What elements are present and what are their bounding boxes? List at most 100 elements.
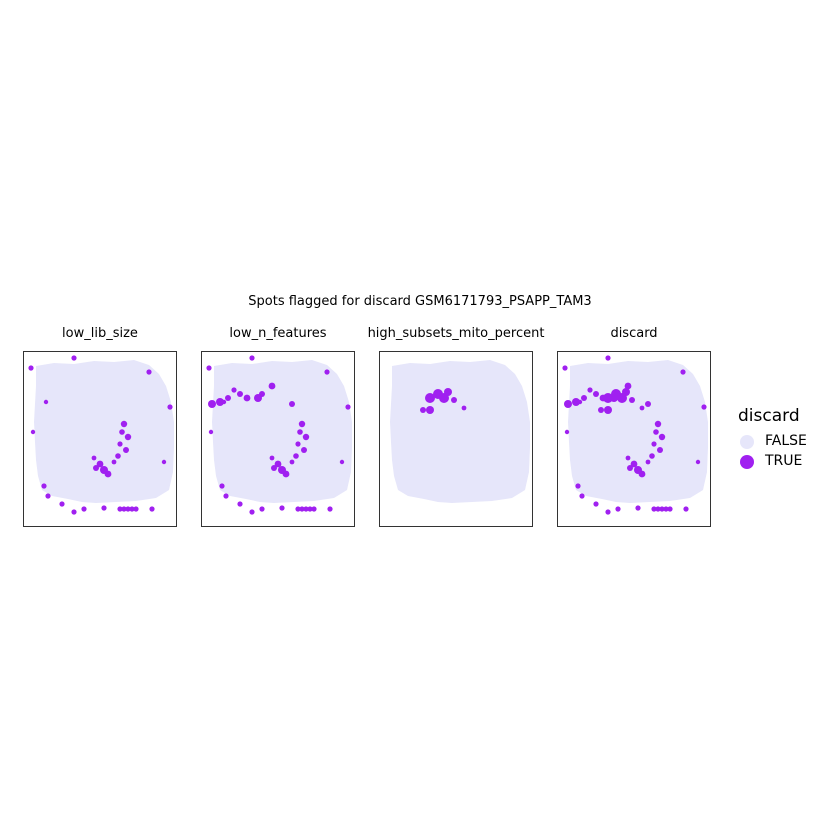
spot-true-edge-12 xyxy=(680,369,686,375)
spot-true-edge-5 xyxy=(101,505,107,511)
spot-true-upper-center-6 xyxy=(451,397,457,403)
spot-true-upper-left-8 xyxy=(289,401,295,407)
spot-true-edge-4 xyxy=(615,506,621,512)
spot-true-edge-13 xyxy=(345,404,351,410)
panel-discard xyxy=(557,351,711,527)
spot-true-center-streak-3 xyxy=(295,441,301,447)
spot-true-center-lower-cluster-2 xyxy=(627,465,633,471)
spot-true-edge-8 xyxy=(125,506,131,512)
spots-low-lib-size xyxy=(28,355,174,515)
spot-true-edge-18 xyxy=(43,399,49,405)
spot-true-upper-left-2 xyxy=(581,395,587,401)
spot-true-edge-13 xyxy=(701,404,707,410)
spot-true-edge-3 xyxy=(71,509,77,515)
legend-label-true: TRUE xyxy=(765,453,803,469)
spot-true-edge-1 xyxy=(45,493,51,499)
spot-true-center-streak-3 xyxy=(651,441,657,447)
spot-true-upper-center-5 xyxy=(598,407,604,413)
legend: discard FALSE TRUE xyxy=(738,406,807,472)
spot-true-center-streak-4 xyxy=(657,447,663,453)
spot-true-edge-6 xyxy=(295,506,301,512)
spot-true-edge-5 xyxy=(279,505,285,511)
spot-true-center-lower-cluster-3 xyxy=(638,470,646,478)
spot-true-center-lower-cluster-3 xyxy=(282,470,290,478)
spot-true-edge-6 xyxy=(651,506,657,512)
spot-true-edge-16 xyxy=(249,355,255,361)
spot-true-center-streak-1 xyxy=(653,429,659,435)
facet-label-low-lib-size: low_lib_size xyxy=(62,326,138,341)
legend-label-false: FALSE xyxy=(765,433,807,449)
spot-true-edge-15 xyxy=(564,429,570,435)
spot-true-edge-3 xyxy=(605,509,611,515)
spot-true-center-streak-2 xyxy=(658,433,666,441)
spot-true-upper-left-0 xyxy=(564,400,572,408)
panel-low-n-features xyxy=(201,351,355,527)
spot-true-edge-10 xyxy=(311,506,317,512)
spot-true-center-streak-6 xyxy=(289,459,295,465)
spot-true-center-lower-cluster-0 xyxy=(96,460,104,468)
spot-true-upper-left-2 xyxy=(225,395,231,401)
spot-true-edge-11 xyxy=(683,506,689,512)
spot-true-edge-0 xyxy=(575,483,581,489)
spot-true-upper-center-6 xyxy=(629,397,635,403)
spot-true-edge-10 xyxy=(133,506,139,512)
spot-true-upper-left-8 xyxy=(645,401,651,407)
spot-true-upper-center-3 xyxy=(622,388,630,396)
spot-true-center-streak-5 xyxy=(115,453,121,459)
spot-true-edge-12 xyxy=(146,369,152,375)
spot-true-edge-2 xyxy=(237,501,243,507)
spot-true-edge-14 xyxy=(206,365,212,371)
legend-title: discard xyxy=(738,406,800,426)
facet-label-discard: discard xyxy=(610,326,658,341)
spot-true-center-lower-cluster-4 xyxy=(625,455,631,461)
spot-true-upper-center-0 xyxy=(603,393,613,403)
spot-true-upper-center-7 xyxy=(461,405,467,411)
spot-true-upper-left-1 xyxy=(216,398,224,406)
spot-true-upper-left-6 xyxy=(259,391,265,397)
spot-true-center-streak-0 xyxy=(298,420,306,428)
spots-discard xyxy=(562,355,708,515)
spot-true-edge-14 xyxy=(28,365,34,371)
spot-true-upper-center-5 xyxy=(420,407,426,413)
legend-key-true xyxy=(740,455,754,469)
spot-true-center-lower-cluster-3 xyxy=(104,470,112,478)
spot-true-edge-6 xyxy=(117,506,123,512)
spot-true-center-lower-cluster-0 xyxy=(630,460,638,468)
tissue-spots-false xyxy=(390,360,530,503)
spot-true-upper-left-0 xyxy=(208,400,216,408)
spot-true-edge-2 xyxy=(59,501,65,507)
spot-true-edge-16 xyxy=(605,355,611,361)
spots-low-n-features xyxy=(206,355,352,515)
spot-true-edge-9 xyxy=(307,506,313,512)
spot-true-edge-4 xyxy=(259,506,265,512)
spot-true-edge-5 xyxy=(635,505,641,511)
spot-true-center-streak-1 xyxy=(119,429,125,435)
spot-true-center-streak-0 xyxy=(120,420,128,428)
spot-true-edge-3 xyxy=(249,509,255,515)
spot-true-upper-left-3 xyxy=(593,391,599,397)
tissue-spots-false xyxy=(568,360,708,503)
spot-true-upper-left-9 xyxy=(587,387,593,393)
spot-true-edge-15 xyxy=(208,429,214,435)
spot-true-center-streak-2 xyxy=(124,433,132,441)
spot-true-center-streak-1 xyxy=(297,429,303,435)
spot-true-center-lower-cluster-0 xyxy=(274,460,282,468)
panel-low-lib-size xyxy=(23,351,177,527)
spot-true-center-streak-6 xyxy=(645,459,651,465)
spot-true-edge-0 xyxy=(219,483,225,489)
spot-true-edge-8 xyxy=(659,506,665,512)
spot-true-center-streak-4 xyxy=(301,447,307,453)
tissue-spots-false xyxy=(34,360,174,503)
spot-true-edge-17 xyxy=(161,459,167,465)
spot-true-center-streak-5 xyxy=(649,453,655,459)
spot-true-center-lower-cluster-4 xyxy=(91,455,97,461)
spot-true-upper-left-4 xyxy=(243,394,251,402)
spot-true-edge-16 xyxy=(71,355,77,361)
spot-true-center-lower-cluster-2 xyxy=(93,465,99,471)
spot-true-edge-7 xyxy=(299,506,305,512)
spot-true-edge-0 xyxy=(41,483,47,489)
chart-title: Spots flagged for discard GSM6171793_PSA… xyxy=(248,294,592,309)
spot-true-edge-7 xyxy=(655,506,661,512)
spot-true-center-streak-4 xyxy=(123,447,129,453)
